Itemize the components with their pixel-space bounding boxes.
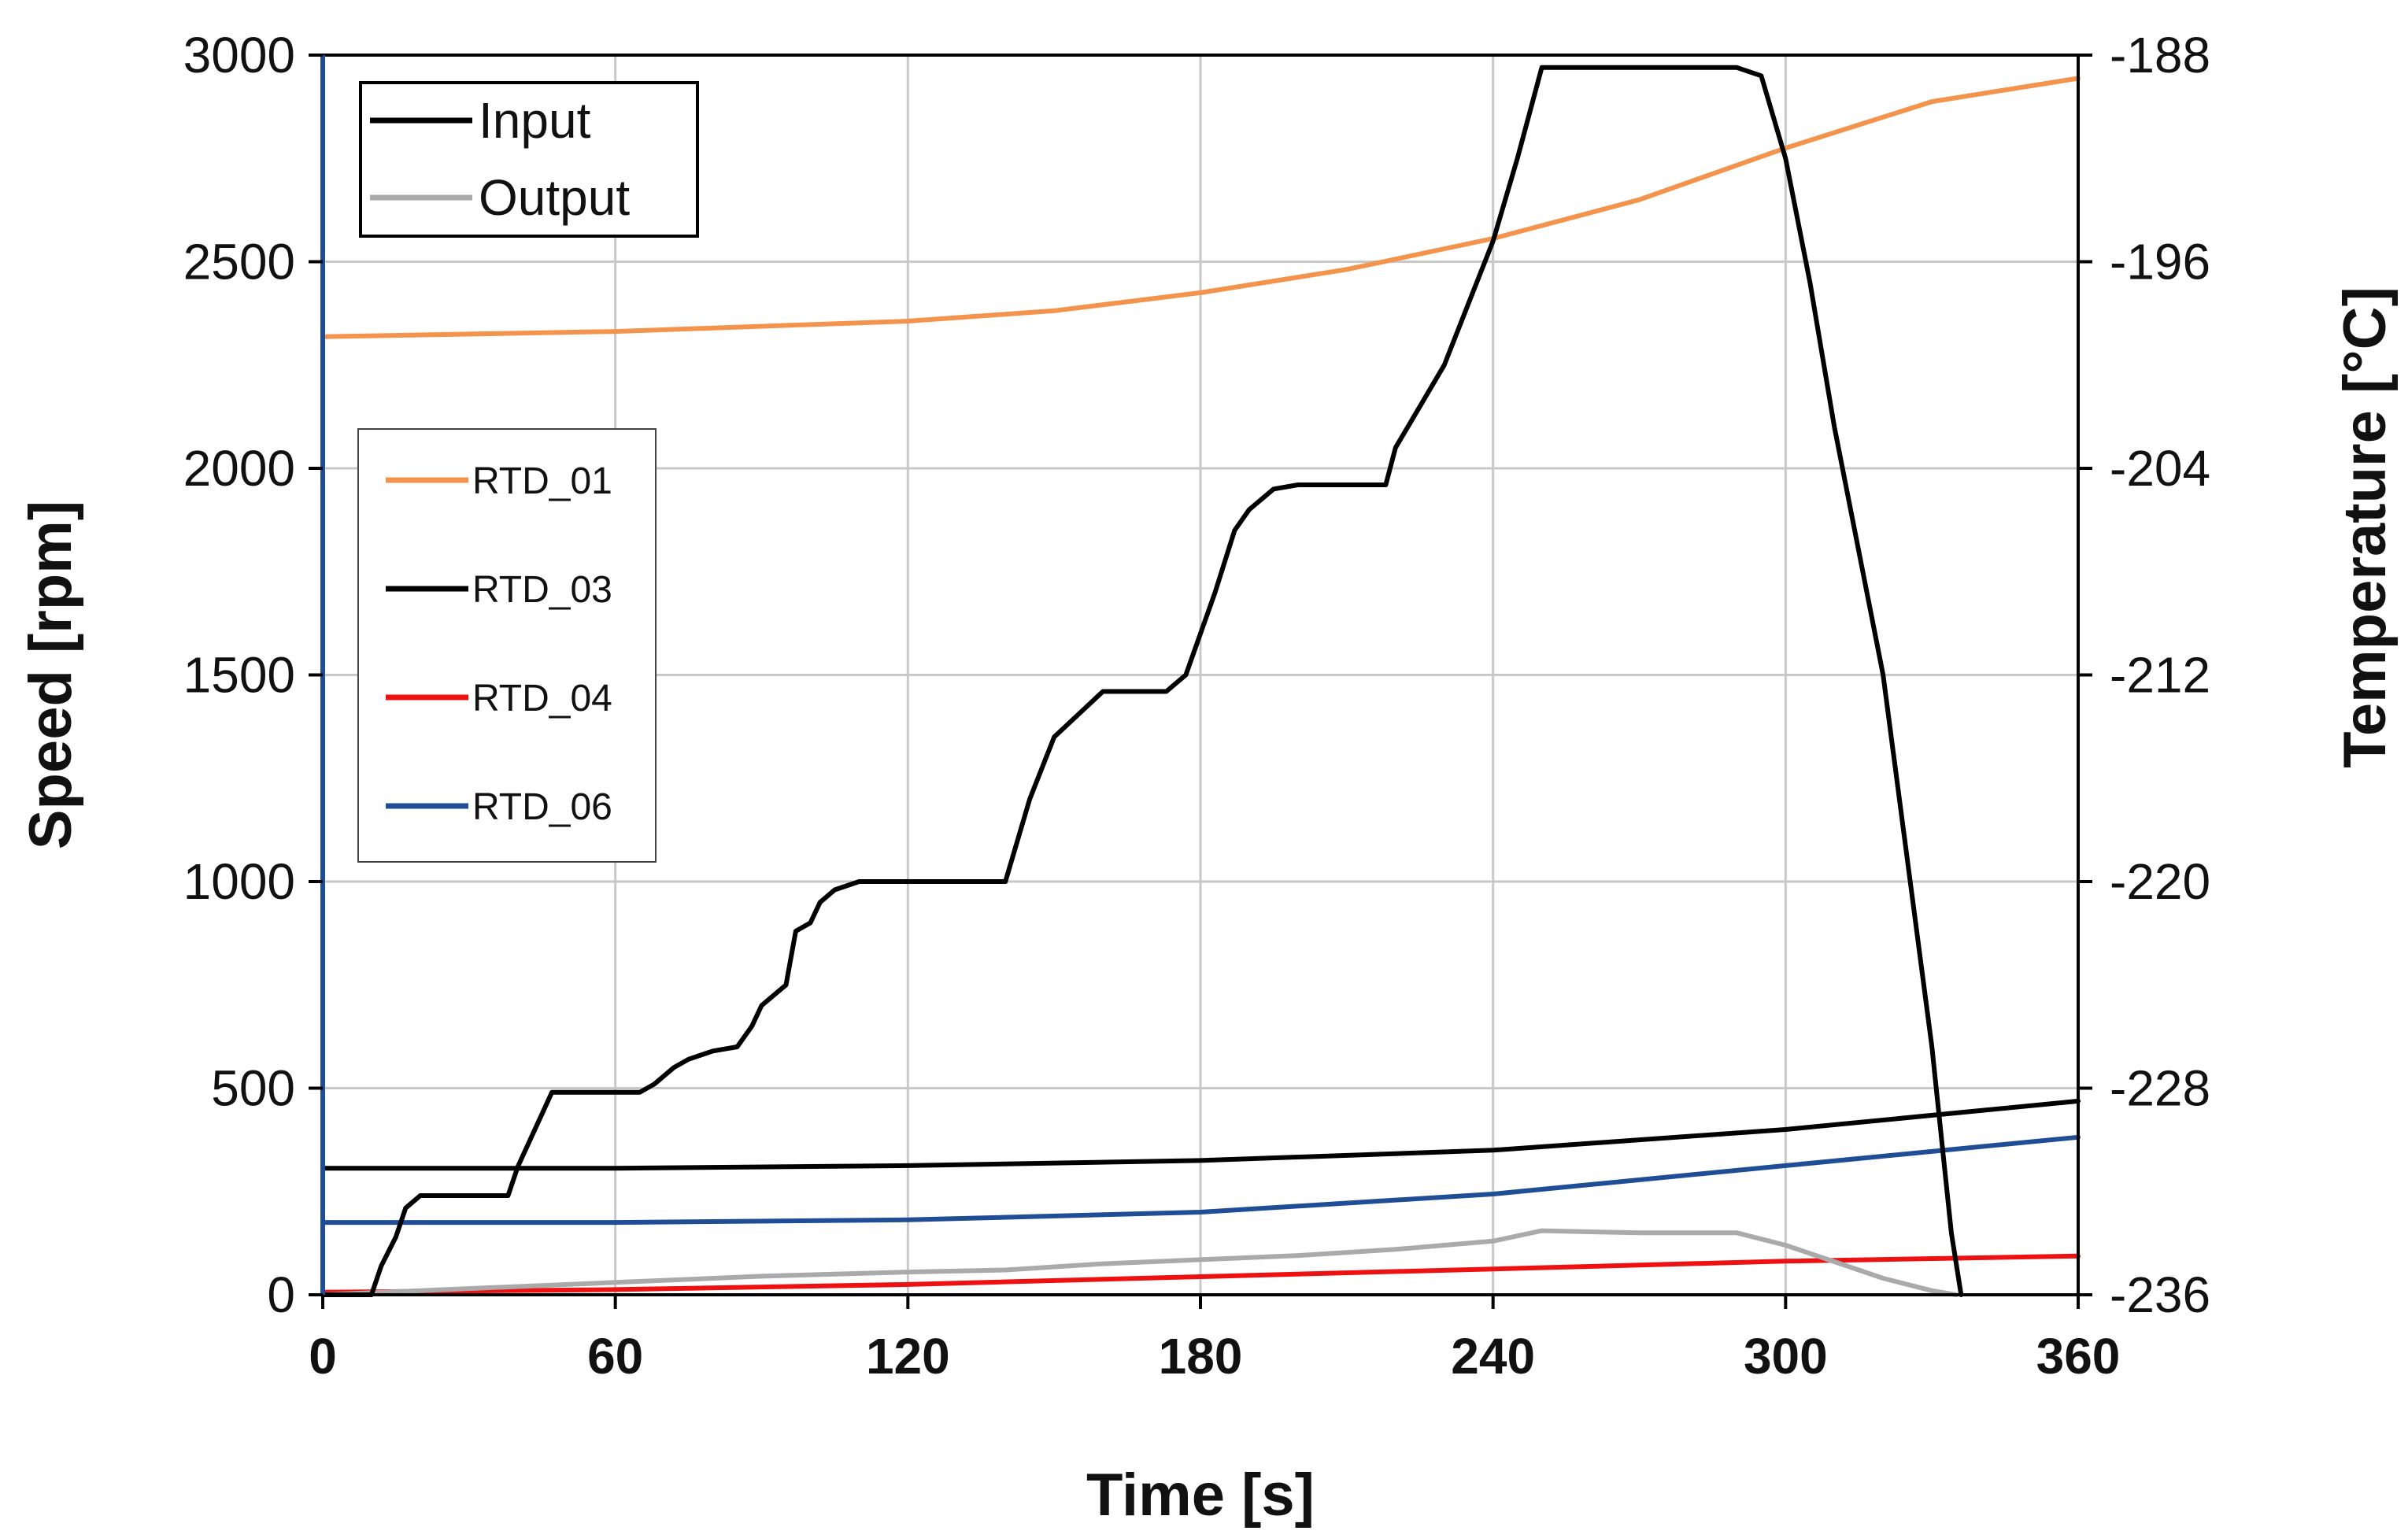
legend-label: RTD_03 <box>472 569 612 611</box>
legend-temperature: RTD_01 RTD_03 RTD_04 RTD_06 <box>357 428 657 863</box>
legend-label: RTD_06 <box>472 786 612 828</box>
series-line-rtd-04 <box>320 1253 2081 1295</box>
x-tick-label: 60 <box>587 1328 643 1385</box>
legends: Input Output RTD_01 RTD_03 RTD_04 RTD_06 <box>357 81 699 863</box>
series-line-rtd-03 <box>320 1098 2081 1171</box>
y2-tick-label: -196 <box>2110 234 2210 290</box>
series-line-rtd-01 <box>320 76 2081 339</box>
series-line-input <box>320 65 1964 1297</box>
legend-speed: Input Output <box>359 81 699 238</box>
y-tick-label: 0 <box>267 1266 295 1323</box>
y-tick-label: 2500 <box>183 234 295 290</box>
x-tick-label: 360 <box>2036 1328 2121 1385</box>
legend-label: RTD_01 <box>472 460 612 502</box>
legend-label: Input <box>479 92 591 149</box>
y2-tick-label: -212 <box>2110 647 2210 704</box>
y2-tick-label: -204 <box>2110 440 2210 497</box>
y-tick-label: 1000 <box>183 853 295 910</box>
x-tick-label: 180 <box>1159 1328 1243 1385</box>
y2-tick-label: -236 <box>2110 1266 2210 1323</box>
y2-tick-label: -220 <box>2110 853 2210 910</box>
series <box>320 65 2081 1297</box>
y-tick-label: 1500 <box>183 647 295 704</box>
grid <box>323 55 2078 1295</box>
y-tick-label: 2000 <box>183 440 295 497</box>
series-line-output <box>320 1228 1959 1297</box>
y2-tick-label: -228 <box>2110 1060 2210 1117</box>
y-tick-label: 500 <box>211 1060 295 1117</box>
legend-label: Output <box>479 169 630 226</box>
legend-temperature-box <box>357 428 657 863</box>
axes: 0 60 120 180 240 300 360 0 500 1000 1500 2000 2500 30… <box>17 27 2399 1529</box>
y2-tick-label: -188 <box>2110 27 2210 83</box>
x-tick-label: 240 <box>1451 1328 1535 1385</box>
x-tick-label: 300 <box>1744 1328 1828 1385</box>
y-tick-label: 3000 <box>183 27 295 83</box>
y2-axis-title: Temperature [°C] <box>2332 287 2399 768</box>
legend-label: RTD_04 <box>472 678 612 719</box>
x-tick-label: 120 <box>866 1328 950 1385</box>
x-tick-label: 0 <box>309 1328 337 1385</box>
y-axis-title: Speed [rpm] <box>17 501 84 849</box>
series-line-rtd-06 <box>320 1134 2081 1226</box>
legend-speed-box <box>359 81 699 238</box>
x-axis-title: Time [s] <box>1086 1462 1315 1529</box>
